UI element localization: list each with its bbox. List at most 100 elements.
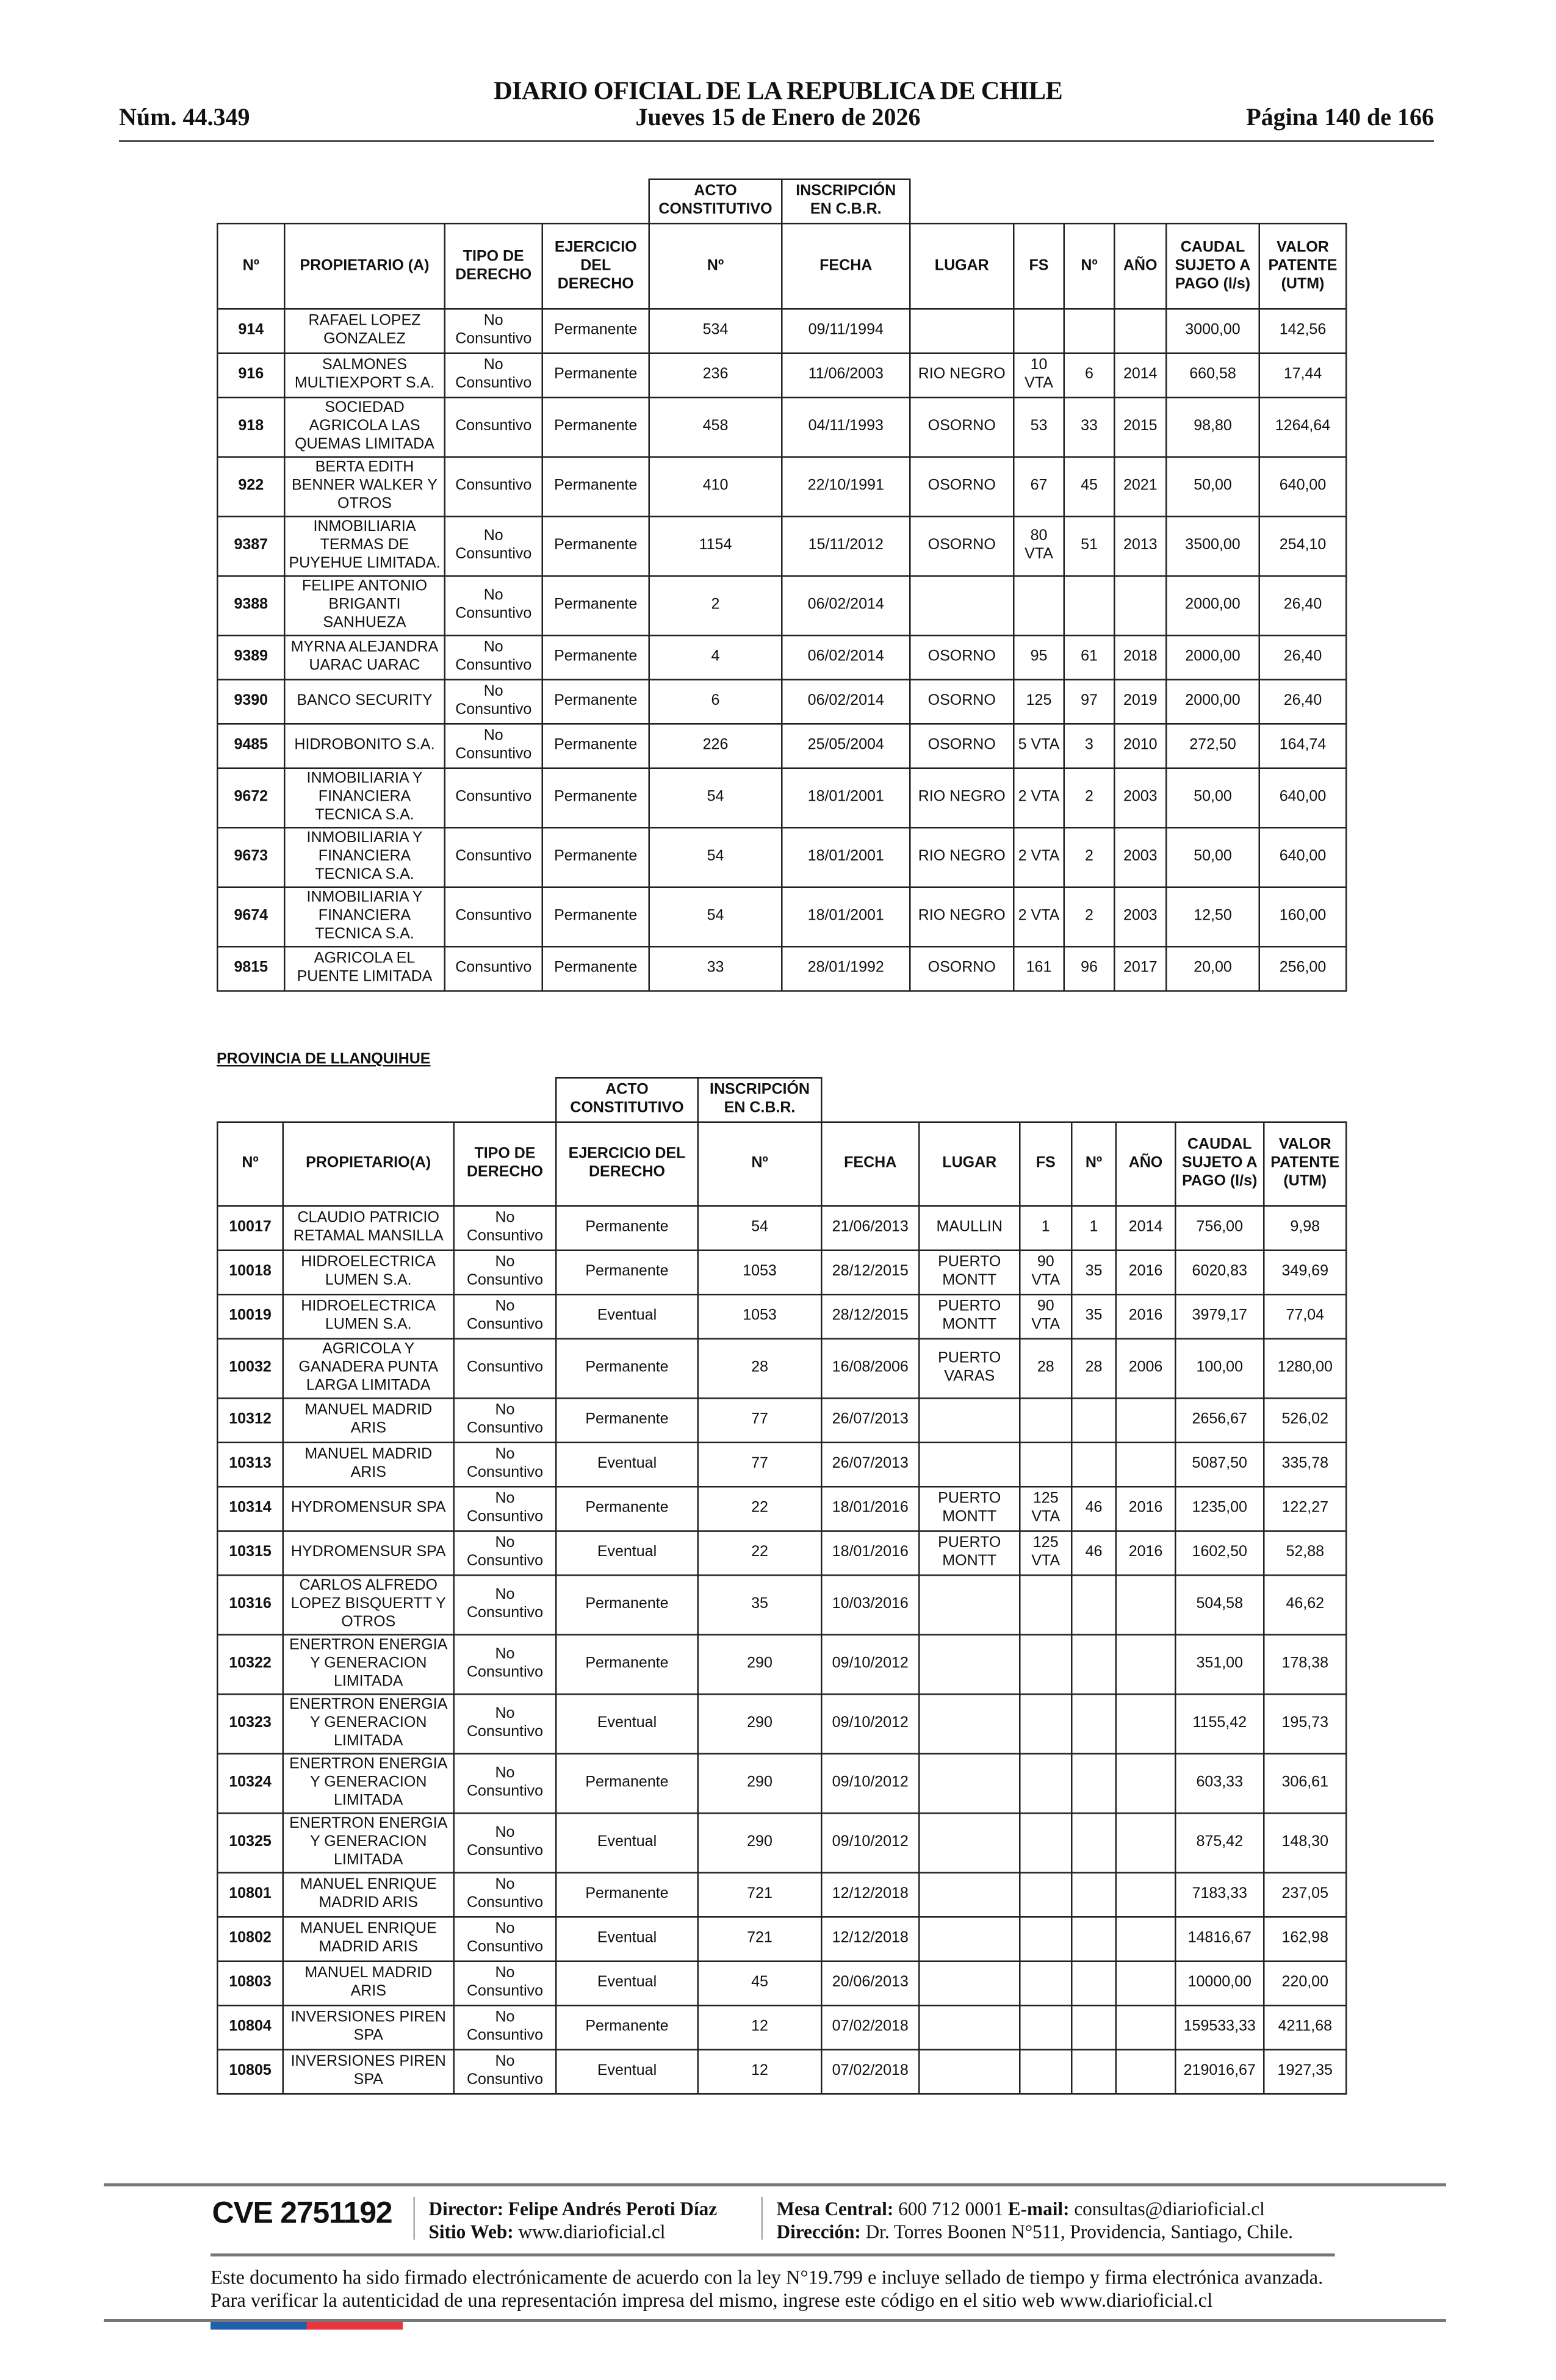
website-link[interactable]: www.diarioficial.cl [518, 2220, 666, 2242]
table-row: 10314 HYDROMENSUR SPA No Consuntivo Permane… [217, 1486, 1347, 1532]
act-number-cell: 35 [697, 1574, 823, 1635]
issue-date: Jueves 15 de Enero de 2026 [635, 105, 921, 132]
flow-cell: 504,58 [1175, 1574, 1265, 1635]
column-header-row: Nº PROPIETARIO (A) TIPO DE DERECHO EJERCICI… [217, 223, 1347, 310]
place-cell [918, 1916, 1021, 1962]
table-row: 10018 HIDROELECTRICA LUMEN S.A. No Consunt… [217, 1249, 1347, 1296]
row-number-cell: 10802 [217, 1916, 284, 1962]
email-link[interactable]: consultas@diarioficial.cl [1074, 2198, 1265, 2220]
patent-value-cell: 195,73 [1263, 1693, 1347, 1754]
empty-cell [217, 1078, 283, 1122]
owner-cell: ENERTRON ENERGIA Y GENERACION LIMITADA [282, 1812, 455, 1873]
inscription-number-cell [1071, 1916, 1117, 1962]
date-cell: 06/02/2014 [781, 575, 911, 636]
place-cell: OSORNO [909, 456, 1015, 517]
fs-cell: 161 [1013, 946, 1065, 992]
address-label: Dirección: [776, 2220, 861, 2242]
date-cell: 26/07/2013 [821, 1397, 920, 1443]
exercise-cell: Permanente [541, 679, 650, 725]
patent-value-cell: 1927,35 [1263, 2049, 1347, 2095]
fs-cell: 2 VTA [1013, 767, 1065, 829]
empty-cell [1175, 1078, 1264, 1122]
place-cell [918, 1872, 1021, 1918]
place-cell: PUERTO MONTT [918, 1486, 1021, 1532]
header-rule [119, 140, 1434, 142]
right-type-cell: No Consuntivo [453, 1441, 557, 1488]
inscription-number-cell: 3 [1063, 723, 1115, 769]
patent-value-cell: 148,30 [1263, 1812, 1347, 1873]
date-cell: 18/01/2001 [781, 767, 911, 829]
act-number-cell: 290 [697, 1634, 823, 1695]
year-cell: 2019 [1114, 679, 1167, 725]
place-cell: RIO NEGRO [909, 767, 1015, 829]
column-header-row: Nº PROPIETARIO(A) TIPO DE DERECHO EJERCICIO… [217, 1121, 1347, 1207]
owner-cell: AGRICOLA Y GANADERA PUNTA LARGA LIMITADA [282, 1338, 455, 1399]
flow-cell: 50,00 [1165, 767, 1260, 829]
flag-stripe-red [306, 2322, 403, 2330]
address: Dr. Torres Boonen N°511, Providencia, Sa… [865, 2220, 1293, 2242]
right-type-cell: No Consuntivo [453, 1753, 557, 1814]
act-number-cell: 458 [648, 397, 783, 458]
date-cell: 15/11/2012 [781, 516, 911, 577]
row-number-cell: 9815 [217, 946, 286, 992]
year-cell: 2006 [1115, 1338, 1176, 1399]
date-cell: 28/12/2015 [821, 1249, 920, 1296]
place-cell: PUERTO MONTT [918, 1249, 1021, 1296]
newspaper-title: DIARIO OFICIAL DE LA REPUBLICA DE CHILE [494, 76, 1063, 106]
director-block: Director: Felipe Andrés Peroti Díaz Siti… [429, 2199, 718, 2243]
empty-cell [910, 179, 1014, 224]
web-label: Sitio Web: [428, 2220, 514, 2242]
place-cell: RIO NEGRO [909, 352, 1015, 398]
owner-cell: HIDROELECTRICA LUMEN S.A. [282, 1294, 455, 1340]
right-type-cell: Consuntivo [444, 827, 543, 888]
patent-value-cell: 26,40 [1258, 635, 1347, 680]
section-title: PROVINCIA DE LLANQUIHUE [217, 1051, 431, 1069]
table-row: 918 SOCIEDAD AGRICOLA LAS QUEMAS LIMITADA… [217, 397, 1347, 458]
column-header: Nº [697, 1121, 823, 1207]
owner-cell: SOCIEDAD AGRICOLA LAS QUEMAS LIMITADA [284, 397, 445, 458]
place-cell: OSORNO [909, 679, 1015, 725]
empty-cell [1116, 1078, 1176, 1122]
place-cell: RIO NEGRO [909, 827, 1015, 888]
table-row: 9815 AGRICOLA EL PUENTE LIMITADA Consuntiv… [217, 946, 1347, 992]
place-cell [918, 1753, 1021, 1814]
table-row: 9485 HIDROBONITO S.A. No Consuntivo Permane… [217, 723, 1347, 769]
act-number-cell: 721 [697, 1916, 823, 1962]
row-number-cell: 918 [217, 397, 286, 458]
date-cell: 18/01/2001 [781, 886, 911, 948]
act-number-cell: 226 [648, 723, 783, 769]
empty-cell [1072, 1078, 1116, 1122]
right-type-cell: No Consuntivo [453, 2049, 557, 2095]
right-type-cell: No Consuntivo [453, 1294, 557, 1340]
owner-cell: MANUEL ENRIQUE MADRID ARIS [282, 1916, 455, 1962]
inscription-number-cell: 46 [1071, 1486, 1117, 1532]
table-row: 10312 MANUEL MADRID ARIS No Consuntivo Perm… [217, 1397, 1347, 1443]
year-cell: 2021 [1114, 456, 1167, 517]
empty-cell [454, 1078, 556, 1122]
flow-cell: 756,00 [1175, 1205, 1265, 1251]
row-number-cell: 10032 [217, 1338, 284, 1399]
fs-cell [1019, 1916, 1073, 1962]
date-cell: 12/12/2018 [821, 1872, 920, 1918]
inscription-number-cell: 6 [1063, 352, 1115, 398]
page-number: Página 140 de 166 [1246, 105, 1434, 132]
footer-rule-middle [211, 2253, 1335, 2257]
empty-cell [1114, 179, 1166, 224]
flow-cell: 6020,83 [1175, 1249, 1265, 1296]
table-row: 9388 FELIPE ANTONIO BRIGANTI SANHUEZA No C… [217, 575, 1347, 636]
inscription-number-cell: 35 [1071, 1294, 1117, 1340]
patent-value-cell: 349,69 [1263, 1249, 1347, 1296]
owner-cell: HYDROMENSUR SPA [282, 1486, 455, 1532]
owner-cell: MANUEL MADRID ARIS [282, 1397, 455, 1443]
owner-cell: INVERSIONES PIREN SPA [282, 2049, 455, 2095]
place-cell: OSORNO [909, 946, 1015, 992]
column-header: LUGAR [918, 1121, 1021, 1207]
patent-value-cell: 17,44 [1258, 352, 1347, 398]
column-header: VALOR PATENTE (UTM) [1258, 223, 1347, 310]
right-type-cell: Consuntivo [444, 397, 543, 458]
column-header: Nº [1063, 223, 1115, 310]
inscription-number-cell [1063, 308, 1115, 354]
inscription-number-cell: 51 [1063, 516, 1115, 577]
osorno-rights-table: ACTO CONSTITUTIVO INSCRIPCIÓN EN C.B.R. Nº… [217, 178, 1347, 992]
